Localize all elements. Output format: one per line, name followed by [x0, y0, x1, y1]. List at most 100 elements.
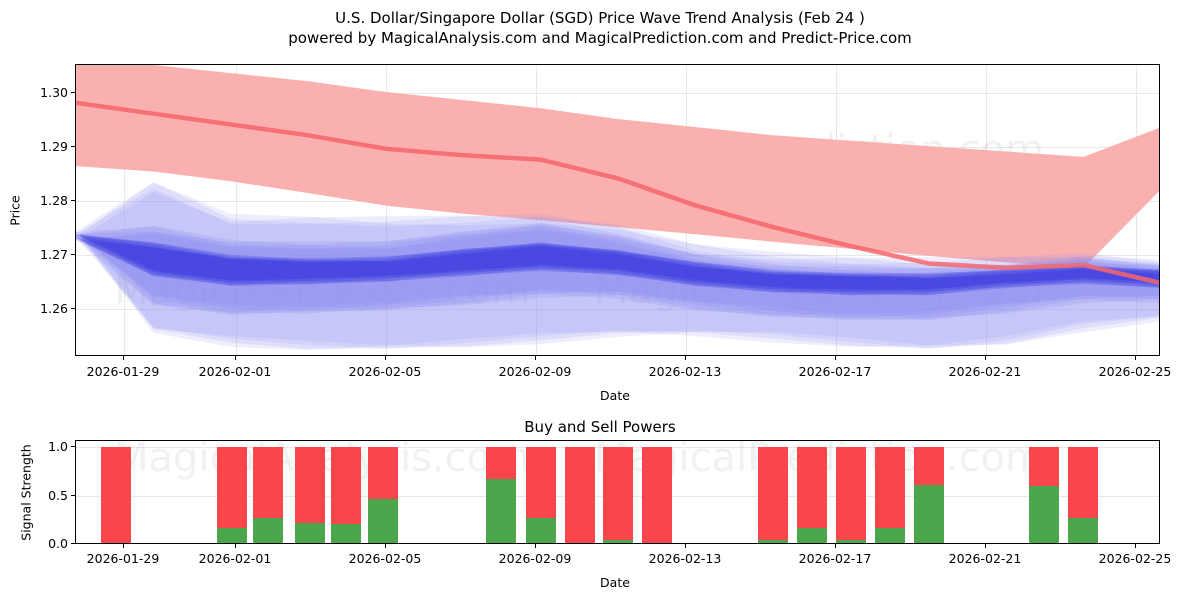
buy-power-bar: [331, 523, 361, 543]
sell-power-bar: [526, 447, 556, 518]
price-band: [76, 235, 1159, 293]
y-tick-label: 1.29: [40, 139, 68, 154]
price-band: [76, 222, 1159, 321]
price-band: [76, 225, 1159, 319]
y-tick-mark: [71, 495, 75, 496]
price-chart-axes: MagicalAnalysis.com MagicalPrediction.co…: [75, 64, 1160, 356]
x-tick-mark: [235, 356, 236, 360]
y-tick-mark: [71, 254, 75, 255]
x-tick-mark: [1135, 356, 1136, 360]
price-band: [76, 182, 1159, 349]
x-tick-label: 2026-02-13: [648, 551, 722, 566]
buy-power-bar: [295, 522, 325, 543]
sell-power-bar: [875, 447, 905, 528]
price-band: [76, 182, 1159, 348]
buy-power-bar: [914, 484, 944, 543]
x-tick-mark: [835, 544, 836, 548]
figure-title-line-1: U.S. Dollar/Singapore Dollar (SGD) Price…: [335, 9, 865, 27]
buy-power-bar: [368, 499, 398, 543]
y-tick-label: 0.0: [48, 536, 68, 551]
x-tick-mark: [985, 356, 986, 360]
x-tick-label: 2026-02-25: [1098, 364, 1172, 379]
x-tick-label: 2026-02-09: [498, 364, 572, 379]
figure-title-line-2: powered by MagicalAnalysis.com and Magic…: [288, 29, 912, 47]
y-tick-mark: [71, 146, 75, 147]
x-tick-label: 2026-02-01: [198, 551, 272, 566]
x-tick-mark: [123, 544, 124, 548]
x-tick-label: 2026-01-29: [86, 364, 160, 379]
x-tick-mark: [535, 544, 536, 548]
x-tick-label: 2026-02-13: [648, 364, 722, 379]
price-band: [76, 233, 1159, 296]
buy-power-bar: [526, 517, 556, 543]
price-wave-plot: [76, 65, 1159, 350]
sell-power-bar: [914, 447, 944, 485]
price-band: [76, 188, 1159, 349]
figure-title: U.S. Dollar/Singapore Dollar (SGD) Price…: [0, 8, 1200, 48]
buy-power-bar: [875, 527, 905, 543]
x-tick-mark: [835, 356, 836, 360]
y-tick-label: 0.5: [48, 488, 68, 503]
sell-power-bar: [836, 447, 866, 541]
signal-chart-title: Buy and Sell Powers: [524, 418, 676, 436]
price-band: [76, 224, 1159, 321]
sell-power-bar: [295, 447, 325, 523]
x-tick-mark: [685, 544, 686, 548]
x-tick-label: 2026-02-05: [348, 551, 422, 566]
sell-power-bar: [253, 447, 283, 518]
buy-power-bar: [217, 527, 247, 543]
gridline: [76, 255, 1159, 256]
sell-power-bar: [1029, 447, 1059, 486]
y-tick-label: 1.30: [40, 85, 68, 100]
y-tick-mark: [71, 200, 75, 201]
sell-power-bar: [217, 447, 247, 528]
price-x-axis-label: Date: [600, 388, 630, 403]
y-tick-mark: [71, 543, 75, 544]
sell-power-bar: [1068, 447, 1098, 518]
sell-power-bar: [603, 447, 633, 541]
price-y-axis-label: Price: [7, 195, 23, 226]
y-tick-mark: [71, 308, 75, 309]
x-tick-label: 2026-02-17: [798, 551, 872, 566]
price-band: [76, 233, 1159, 295]
x-tick-mark: [123, 356, 124, 360]
x-tick-label: 2026-02-21: [948, 364, 1022, 379]
signal-y-axis-label: Signal Strength: [18, 444, 34, 541]
sell-power-bar: [642, 447, 672, 543]
x-tick-mark: [985, 544, 986, 548]
price-band: [76, 225, 1159, 319]
sell-power-bar: [331, 447, 361, 524]
y-tick-label: 1.27: [40, 247, 68, 262]
price-band: [76, 238, 1159, 292]
x-tick-mark: [685, 356, 686, 360]
x-tick-mark: [1135, 544, 1136, 548]
buy-power-bar: [603, 540, 633, 543]
gridline: [76, 309, 1159, 310]
signal-x-axis-label: Date: [600, 575, 630, 590]
x-tick-mark: [385, 544, 386, 548]
buy-power-bar: [758, 540, 788, 543]
gridline: [236, 65, 237, 355]
y-tick-label: 1.28: [40, 193, 68, 208]
x-tick-mark: [385, 356, 386, 360]
sell-power-bar: [758, 447, 788, 541]
buy-power-bar: [253, 517, 283, 543]
x-tick-label: 2026-01-29: [86, 551, 160, 566]
sell-power-bar: [486, 447, 516, 479]
price-band: [76, 237, 1159, 290]
buy-power-bar: [1029, 485, 1059, 543]
x-tick-label: 2026-02-17: [798, 364, 872, 379]
signal-chart-axes: MagicalAnalysis.com MagicalPrediction.co…: [75, 440, 1160, 544]
sell-power-bar: [565, 447, 595, 543]
x-tick-label: 2026-02-25: [1098, 551, 1172, 566]
x-tick-label: 2026-02-21: [948, 551, 1022, 566]
buy-power-bar: [836, 540, 866, 543]
x-tick-mark: [535, 356, 536, 360]
sell-power-bar: [368, 447, 398, 500]
y-tick-label: 1.26: [40, 301, 68, 316]
x-tick-label: 2026-02-05: [348, 364, 422, 379]
price-band: [76, 65, 1159, 268]
price-trend-line: [76, 100, 1159, 285]
price-band: [76, 192, 1159, 350]
y-tick-mark: [71, 446, 75, 447]
